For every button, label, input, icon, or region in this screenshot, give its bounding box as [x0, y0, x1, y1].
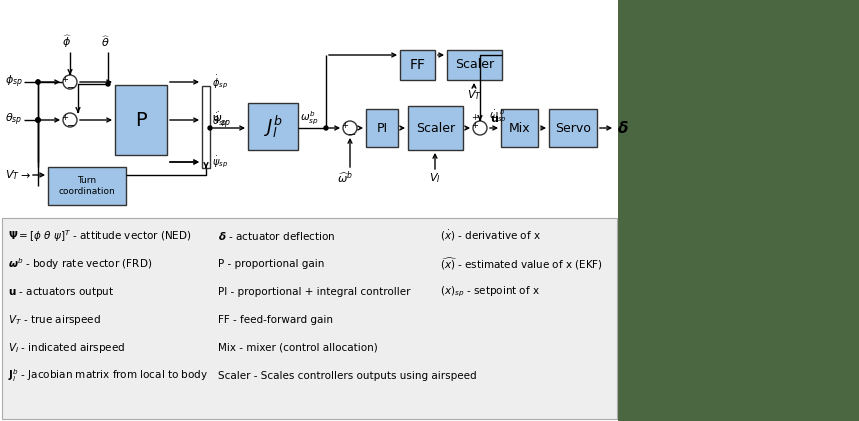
Text: $\boldsymbol{\delta}$: $\boldsymbol{\delta}$ — [617, 120, 629, 136]
Circle shape — [36, 80, 40, 84]
Bar — [2, 218, 617, 419]
Bar — [202, 86, 210, 168]
Text: $(\dot{x})$ - derivative of x: $(\dot{x})$ - derivative of x — [440, 229, 541, 243]
Bar — [248, 103, 298, 150]
Text: $V_T$: $V_T$ — [466, 88, 481, 102]
Text: $\mathbf{J}_l^b$ - Jacobian matrix from local to body: $\mathbf{J}_l^b$ - Jacobian matrix from … — [8, 368, 208, 384]
Text: $-$: $-$ — [347, 128, 356, 138]
Bar — [408, 106, 463, 150]
Circle shape — [36, 118, 40, 122]
Text: $\boldsymbol{\omega}^b$ - body rate vector (FRD): $\boldsymbol{\omega}^b$ - body rate vect… — [8, 256, 152, 272]
Text: $J_l^b$: $J_l^b$ — [264, 113, 283, 140]
Text: Scaler - Scales controllers outputs using airspeed: Scaler - Scales controllers outputs usin… — [218, 371, 477, 381]
Bar — [400, 50, 435, 80]
Text: $\mathbf{u}$: $\mathbf{u}$ — [490, 114, 499, 124]
Text: P - proportional gain: P - proportional gain — [218, 259, 325, 269]
Circle shape — [324, 126, 328, 130]
Text: +: + — [62, 75, 69, 83]
Circle shape — [63, 75, 77, 89]
Text: FF: FF — [410, 58, 425, 72]
Circle shape — [343, 121, 357, 135]
Text: $\widehat{(x)}$ - estimated value of x (EKF): $\widehat{(x)}$ - estimated value of x (… — [440, 256, 603, 272]
Text: $\widehat{\theta}$: $\widehat{\theta}$ — [101, 35, 111, 49]
Text: $\dot{\Psi}_{sp}$: $\dot{\Psi}_{sp}$ — [212, 110, 231, 130]
Text: $\mathbf{u}$ - actuators output: $\mathbf{u}$ - actuators output — [8, 285, 114, 299]
Bar — [447, 50, 502, 80]
Text: +: + — [62, 112, 69, 122]
Text: $-$: $-$ — [66, 81, 76, 91]
Circle shape — [36, 118, 40, 122]
Text: $\dot{\phi}_{sp}$: $\dot{\phi}_{sp}$ — [212, 73, 228, 91]
Text: $-$: $-$ — [66, 119, 76, 129]
Text: $V_T$ - true airspeed: $V_T$ - true airspeed — [8, 313, 101, 327]
Text: FF - feed-forward gain: FF - feed-forward gain — [218, 315, 333, 325]
Circle shape — [36, 118, 40, 122]
Bar — [115, 85, 167, 155]
Text: $\widehat{\omega}^b$: $\widehat{\omega}^b$ — [337, 170, 353, 187]
Circle shape — [36, 80, 40, 84]
Bar — [549, 109, 597, 147]
Circle shape — [208, 126, 212, 130]
Text: +: + — [472, 112, 478, 122]
Circle shape — [106, 82, 110, 86]
Text: $V_I$: $V_I$ — [430, 171, 441, 185]
Bar — [618, 0, 859, 421]
Text: PI - proportional + integral controller: PI - proportional + integral controller — [218, 287, 411, 297]
Text: $\widehat{\phi}$: $\widehat{\phi}$ — [62, 34, 72, 51]
Text: $\boldsymbol{\delta}$ - actuator deflection: $\boldsymbol{\delta}$ - actuator deflect… — [218, 230, 335, 242]
Text: Servo: Servo — [555, 122, 591, 134]
Text: $\omega_{sp}^b$: $\omega_{sp}^b$ — [300, 109, 319, 127]
Text: Turn
coordination: Turn coordination — [58, 176, 115, 196]
Text: $\dot{\theta}_{sp}$: $\dot{\theta}_{sp}$ — [212, 111, 228, 129]
Text: $\phi_{sp}$: $\phi_{sp}$ — [5, 74, 23, 90]
Text: $V_I$ - indicated airspeed: $V_I$ - indicated airspeed — [8, 341, 125, 355]
Text: $\dot{\psi}_{sp}$: $\dot{\psi}_{sp}$ — [212, 154, 228, 170]
Text: PI: PI — [376, 122, 387, 134]
Bar — [366, 109, 398, 147]
Text: $(x)_{sp}$ - setpoint of x: $(x)_{sp}$ - setpoint of x — [440, 285, 540, 299]
Bar — [501, 109, 538, 147]
Bar — [48, 167, 126, 205]
Text: +: + — [342, 120, 349, 130]
Text: Scaler: Scaler — [416, 122, 455, 134]
Text: P: P — [135, 110, 147, 130]
Circle shape — [36, 118, 40, 122]
Circle shape — [473, 121, 487, 135]
Text: $V_T$: $V_T$ — [5, 168, 20, 182]
Circle shape — [63, 113, 77, 127]
Text: Mix - mixer (control allocation): Mix - mixer (control allocation) — [218, 343, 378, 353]
Text: $\rightarrow$: $\rightarrow$ — [18, 170, 31, 180]
Text: Mix: Mix — [509, 122, 530, 134]
Text: $\theta_{sp}$: $\theta_{sp}$ — [5, 112, 22, 128]
Text: $\dot{\omega}_{sp}^{\ b}$: $\dot{\omega}_{sp}^{\ b}$ — [489, 107, 507, 125]
Text: +: + — [472, 120, 478, 130]
Text: $\mathbf{\Psi} = [\phi\ \theta\ \psi]^T$ - attitude vector (NED): $\mathbf{\Psi} = [\phi\ \theta\ \psi]^T$… — [8, 228, 192, 244]
Text: Scaler: Scaler — [455, 59, 494, 72]
